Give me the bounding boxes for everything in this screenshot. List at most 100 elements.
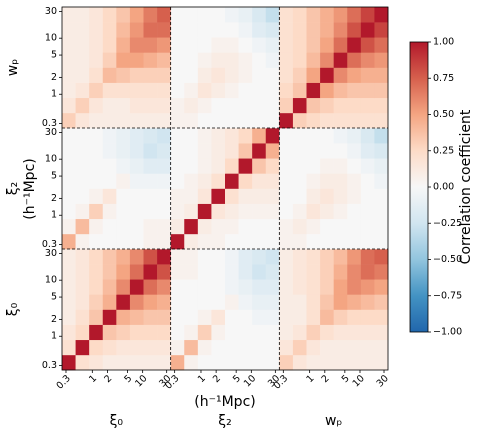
cell (89, 7, 104, 23)
cell (265, 158, 280, 174)
cell (211, 294, 226, 310)
cell (197, 158, 212, 174)
cell (89, 339, 104, 356)
cell (225, 324, 239, 341)
cell (374, 97, 389, 114)
cell (170, 279, 185, 295)
cell (157, 22, 171, 38)
cell (292, 324, 307, 341)
cell (333, 294, 348, 310)
cell (265, 249, 280, 265)
cell (102, 203, 117, 220)
cell (252, 249, 267, 265)
cell (374, 173, 389, 189)
cell (252, 7, 267, 23)
cell (279, 52, 294, 68)
cell (116, 188, 131, 204)
cell (225, 7, 239, 23)
cell (252, 112, 267, 129)
cell (184, 339, 199, 356)
cell (197, 173, 212, 189)
cell (62, 128, 76, 144)
cell (360, 249, 375, 265)
cell (320, 37, 334, 53)
cell (292, 354, 307, 371)
cell (374, 339, 389, 356)
cell (279, 233, 294, 250)
cell (252, 354, 267, 371)
cell (129, 143, 144, 159)
cell (306, 354, 321, 371)
cell (347, 279, 362, 295)
cell (129, 279, 144, 295)
cell (265, 37, 280, 53)
cell (184, 82, 199, 99)
cell (306, 264, 321, 280)
y-tick-label: 1 (51, 331, 57, 342)
cell (333, 339, 348, 356)
cell (306, 97, 321, 114)
cell (184, 7, 199, 23)
cell (75, 97, 90, 114)
cell (170, 218, 185, 235)
cell (102, 173, 117, 189)
cell (116, 158, 131, 174)
cell (75, 52, 90, 68)
cell (75, 294, 90, 310)
cell (279, 67, 294, 83)
cell (211, 37, 226, 53)
cell (292, 97, 307, 114)
cell (62, 264, 76, 280)
cell (62, 354, 76, 371)
cell (374, 233, 389, 250)
cell (360, 324, 375, 341)
cell (129, 22, 144, 38)
cell (225, 143, 239, 159)
cell (170, 188, 185, 204)
cell (265, 309, 280, 325)
cell (211, 158, 226, 174)
cell (292, 158, 307, 174)
y-tick-label: 2 (51, 193, 57, 204)
x-tick-label: 1 (196, 373, 208, 385)
cell (75, 324, 90, 341)
cell (360, 82, 375, 99)
cell (143, 22, 158, 38)
cell (211, 112, 226, 129)
cell (225, 233, 239, 250)
cell (306, 279, 321, 295)
cell (170, 7, 185, 23)
x-tick-label: 2 (102, 373, 114, 385)
cell (143, 279, 158, 295)
cell (197, 354, 212, 371)
cell (184, 97, 199, 114)
cell (62, 67, 76, 83)
cell (211, 249, 226, 265)
cell (238, 143, 253, 159)
cell (143, 203, 158, 220)
cell (116, 97, 131, 114)
cell (129, 294, 144, 310)
cell (157, 279, 171, 295)
cell (252, 294, 267, 310)
cell (238, 7, 253, 23)
cell (89, 324, 104, 341)
cell (211, 52, 226, 68)
cell (238, 279, 253, 295)
cell (333, 173, 348, 189)
cell (279, 173, 294, 189)
cell (89, 128, 104, 144)
cell (211, 173, 226, 189)
cell (360, 52, 375, 68)
cell (306, 143, 321, 159)
cell (102, 82, 117, 99)
cell (238, 158, 253, 174)
cell (347, 264, 362, 280)
x-tick-label: 1 (304, 373, 316, 385)
cell (238, 67, 253, 83)
cell (75, 264, 90, 280)
cell (116, 112, 131, 129)
cell (211, 97, 226, 114)
cell (184, 158, 199, 174)
cell (320, 188, 334, 204)
